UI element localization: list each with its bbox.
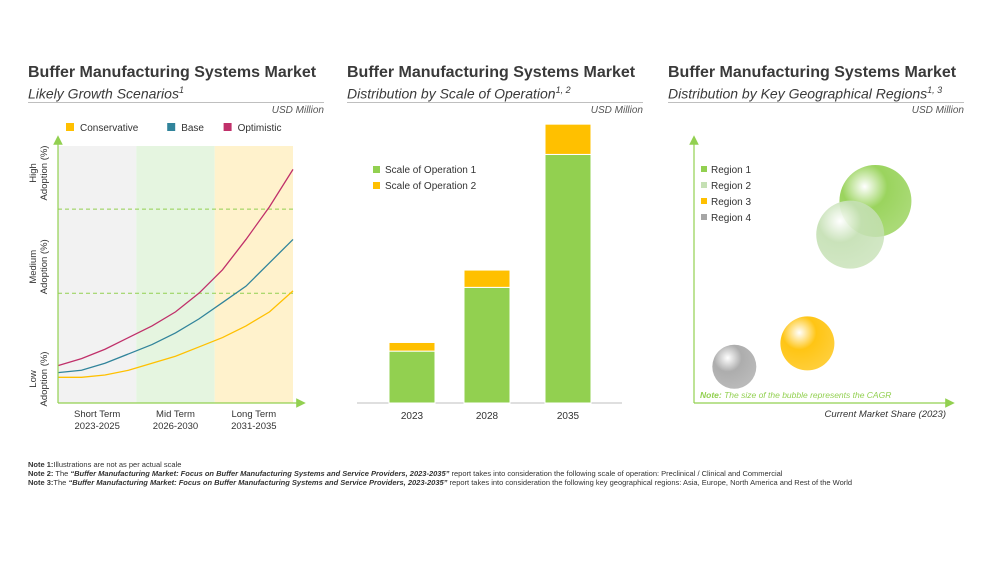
unit-label: USD Million	[911, 105, 964, 116]
legend-swatch	[701, 182, 707, 188]
period-years: 2023-2025	[74, 421, 119, 432]
legend-label: Region 1	[711, 165, 751, 176]
legend-label: Scale of Operation 2	[385, 181, 477, 192]
panel-title: Buffer Manufacturing Systems Market	[668, 64, 957, 81]
category-label: 2028	[476, 411, 499, 422]
title-divider	[347, 102, 643, 103]
period-band	[214, 146, 293, 403]
period-years: 2031-2035	[231, 421, 276, 432]
footnote-label: Note 3:	[28, 478, 54, 487]
unit-label: USD Million	[590, 105, 643, 116]
footnote-1: Note 1:Illustrations are not as per actu…	[28, 460, 888, 469]
footnote-tail: report takes into consideration the foll…	[449, 469, 783, 478]
legend-swatch	[66, 123, 74, 131]
legend-swatch	[167, 123, 176, 131]
period-label: Long Term	[231, 409, 276, 420]
footnote-tail: report takes into consideration the foll…	[447, 478, 853, 487]
legend-swatch	[701, 166, 707, 172]
subtitle-text: Likely Growth Scenarios	[28, 85, 179, 102]
y-level-label: Low Adoption (%)	[28, 352, 50, 407]
panel-subtitle: Distribution by Scale of Operation1, 2	[347, 85, 571, 102]
x-axis-label: Current Market Share (2023)	[825, 409, 946, 420]
series-line	[58, 290, 294, 378]
svg-text:Adoption (%): Adoption (%)	[39, 146, 50, 201]
subtitle-text: Distribution by Scale of Operation	[347, 85, 556, 102]
bar-segment	[388, 350, 436, 404]
unit-label: USD Million	[271, 105, 324, 116]
legend-label: Region 2	[711, 181, 751, 192]
footnote-3: Note 3:The “Buffer Manufacturing Market:…	[28, 478, 888, 487]
footnote-text: The	[53, 469, 71, 478]
legend-label: Scale of Operation 1	[385, 165, 477, 176]
legend-swatch	[373, 182, 380, 189]
footnote-label: Note 2:	[28, 469, 54, 478]
subtitle-superscript: 1	[178, 85, 184, 95]
svg-text:Adoption (%): Adoption (%)	[39, 239, 50, 294]
legend-label: Base	[181, 123, 204, 134]
scale-of-operation-chart: 2023 2028 2035 Scale of Operation 1 Scale of…	[357, 123, 622, 422]
legend-swatch	[373, 166, 380, 173]
footnote-report-title: “Buffer Manufacturing Market: Focus on B…	[68, 478, 448, 487]
region-bubble	[816, 200, 885, 269]
title-divider	[668, 102, 964, 103]
bar-segment	[544, 153, 592, 404]
footnote-text: The	[53, 478, 69, 487]
svg-text:Adoption (%): Adoption (%)	[39, 352, 50, 407]
period-label: Mid Term	[156, 409, 195, 420]
panel-subtitle: Distribution by Key Geographical Regions…	[668, 85, 942, 102]
bar-segment	[463, 269, 511, 288]
subtitle-superscript: 1, 3	[927, 85, 943, 95]
footnote-2: Note 2: The “Buffer Manufacturing Market…	[28, 469, 888, 478]
bubble-size-note: Note: The size of the bubble represents …	[700, 390, 891, 400]
footnote-report-title: “Buffer Manufacturing Market: Focus on B…	[70, 469, 450, 478]
legend-swatch	[223, 123, 232, 131]
legend-swatch	[701, 198, 707, 204]
footnote-label: Note 1:	[28, 460, 54, 469]
panel-subtitle: Likely Growth Scenarios1	[28, 85, 184, 102]
footnotes: Note 1:Illustrations are not as per actu…	[28, 460, 888, 487]
footnote-text: Illustrations are not as per actual scal…	[53, 460, 182, 469]
period-band	[136, 146, 215, 403]
legend-label: Optimistic	[238, 123, 282, 134]
region-bubble	[780, 316, 835, 371]
series-line	[57, 169, 294, 367]
panel-title: Buffer Manufacturing Systems Market	[28, 64, 317, 81]
bar-segment	[544, 123, 592, 155]
region-bubble	[712, 344, 757, 389]
subtitle-superscript: 1, 2	[555, 85, 571, 95]
geographical-regions-chart: Region 1 Region 2 Region 3 Region 4 Note: Th…	[689, 135, 955, 420]
legend-label: Region 3	[711, 197, 751, 208]
legend-label: Conservative	[80, 123, 139, 134]
svg-text:High: High	[28, 163, 39, 183]
category-label: 2035	[557, 411, 580, 422]
svg-text:Medium: Medium	[28, 250, 39, 284]
y-level-label: Medium Adoption (%)	[28, 239, 50, 294]
y-level-label: High Adoption (%)	[28, 146, 50, 201]
period-years: 2026-2030	[153, 421, 198, 432]
legend-label: Region 4	[711, 213, 751, 224]
svg-text:Low: Low	[28, 370, 39, 388]
legend-swatch	[701, 214, 707, 220]
panel-title: Buffer Manufacturing Systems Market	[347, 64, 636, 81]
title-divider	[28, 102, 324, 103]
category-label: 2023	[401, 411, 424, 422]
period-label: Short Term	[74, 409, 120, 420]
bar-segment	[388, 341, 436, 352]
subtitle-text: Distribution by Key Geographical Regions	[668, 85, 928, 102]
bar-segment	[463, 286, 511, 404]
series-line	[57, 238, 294, 374]
period-band	[58, 146, 137, 403]
